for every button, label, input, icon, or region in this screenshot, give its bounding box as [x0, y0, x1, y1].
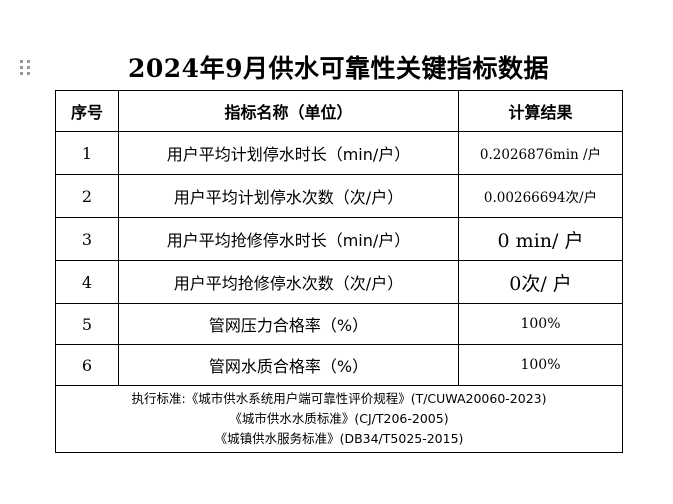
row-index: 6 — [55, 344, 119, 386]
row-index: 4 — [55, 260, 119, 304]
row-index: 3 — [55, 217, 119, 261]
row-name: 用户平均计划停水次数（次/户） — [118, 174, 459, 218]
table-row: 5 管网压力合格率（%） 100% — [55, 303, 623, 345]
table-row: 6 管网水质合格率（%） 100% — [55, 344, 623, 386]
row-result: 100% — [458, 303, 623, 345]
drag-handle-icon[interactable] — [20, 60, 30, 76]
row-name: 管网水质合格率（%） — [118, 344, 459, 386]
table-row: 4 用户平均抢修停水次数（次/户） 0次/ 户 — [55, 260, 623, 304]
table-footer-row: 执行标准:《城市供水系统用户端可靠性评价规程》(T/CUWA20060-2023… — [55, 385, 623, 453]
header-name: 指标名称（单位） — [118, 90, 459, 132]
row-result: 0次/ 户 — [458, 260, 623, 304]
table-row: 1 用户平均计划停水时长（min/户） 0.2026876min /户 — [55, 131, 623, 175]
table-row: 2 用户平均计划停水次数（次/户） 0.00266694次/户 — [55, 174, 623, 218]
table-row: 3 用户平均抢修停水时长（min/户） 0 min/ 户 — [55, 217, 623, 261]
standards-note: 执行标准:《城市供水系统用户端可靠性评价规程》(T/CUWA20060-2023… — [55, 385, 623, 453]
standards-line-1: 执行标准:《城市供水系统用户端可靠性评价规程》(T/CUWA20060-2023… — [131, 391, 547, 406]
row-result: 100% — [458, 344, 623, 386]
standards-line-3: 《城镇供水服务标准》(DB34/T5025-2015) — [214, 431, 464, 446]
document-title: 2024年9月供水可靠性关键指标数据 — [128, 54, 549, 83]
indicator-table: 序号 指标名称（单位） 计算结果 1 用户平均计划停水时长（min/户） 0.2… — [55, 90, 623, 453]
row-name: 管网压力合格率（%） — [118, 303, 459, 345]
row-name: 用户平均计划停水时长（min/户） — [118, 131, 459, 175]
row-name: 用户平均抢修停水时长（min/户） — [118, 217, 459, 261]
row-result: 0.00266694次/户 — [458, 174, 623, 218]
row-index: 1 — [55, 131, 119, 175]
row-name: 用户平均抢修停水次数（次/户） — [118, 260, 459, 304]
standards-line-2: 《城市供水水质标准》(CJ/T206-2005) — [229, 411, 449, 426]
header-index: 序号 — [55, 90, 119, 132]
table-header-row: 序号 指标名称（单位） 计算结果 — [55, 90, 623, 132]
row-index: 2 — [55, 174, 119, 218]
row-result: 0.2026876min /户 — [458, 131, 623, 175]
header-result: 计算结果 — [458, 90, 623, 132]
row-index: 5 — [55, 303, 119, 345]
row-result: 0 min/ 户 — [458, 217, 623, 261]
